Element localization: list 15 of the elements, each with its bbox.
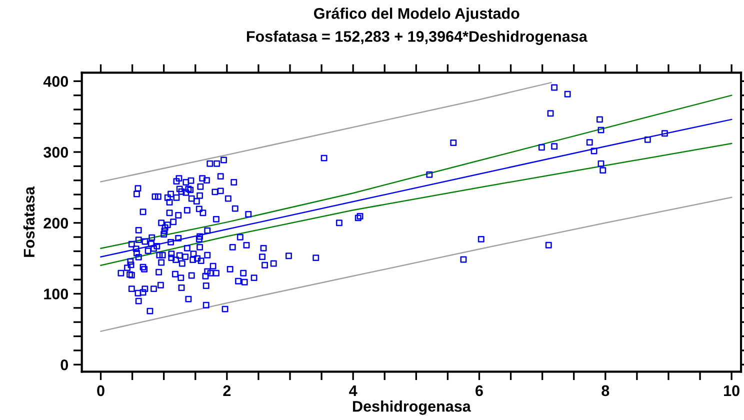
x-tick-label: 10	[724, 385, 740, 396]
y-axis-title: Fosfatasa	[23, 186, 35, 257]
x-axis-title: Deshidrogenasa	[353, 400, 471, 415]
x-tick-label: 4	[349, 385, 358, 396]
y-tick-label: 0	[60, 359, 68, 370]
x-tick-label: 8	[602, 385, 610, 396]
x-tick-label: 2	[223, 385, 231, 396]
chart-title: Gráfico del Modelo Ajustado	[314, 8, 520, 22]
y-tick-label: 400	[43, 76, 68, 87]
y-tick-label: 100	[44, 288, 68, 300]
y-tick-label: 200	[44, 218, 68, 229]
y-tick-label: 300	[44, 146, 68, 158]
x-tick-label: 6	[476, 385, 483, 396]
x-tick-label: 0	[97, 385, 104, 396]
chart-subtitle: Fosfatasa = 152,283 + 19,3964*Deshidrogenasa	[246, 30, 588, 45]
